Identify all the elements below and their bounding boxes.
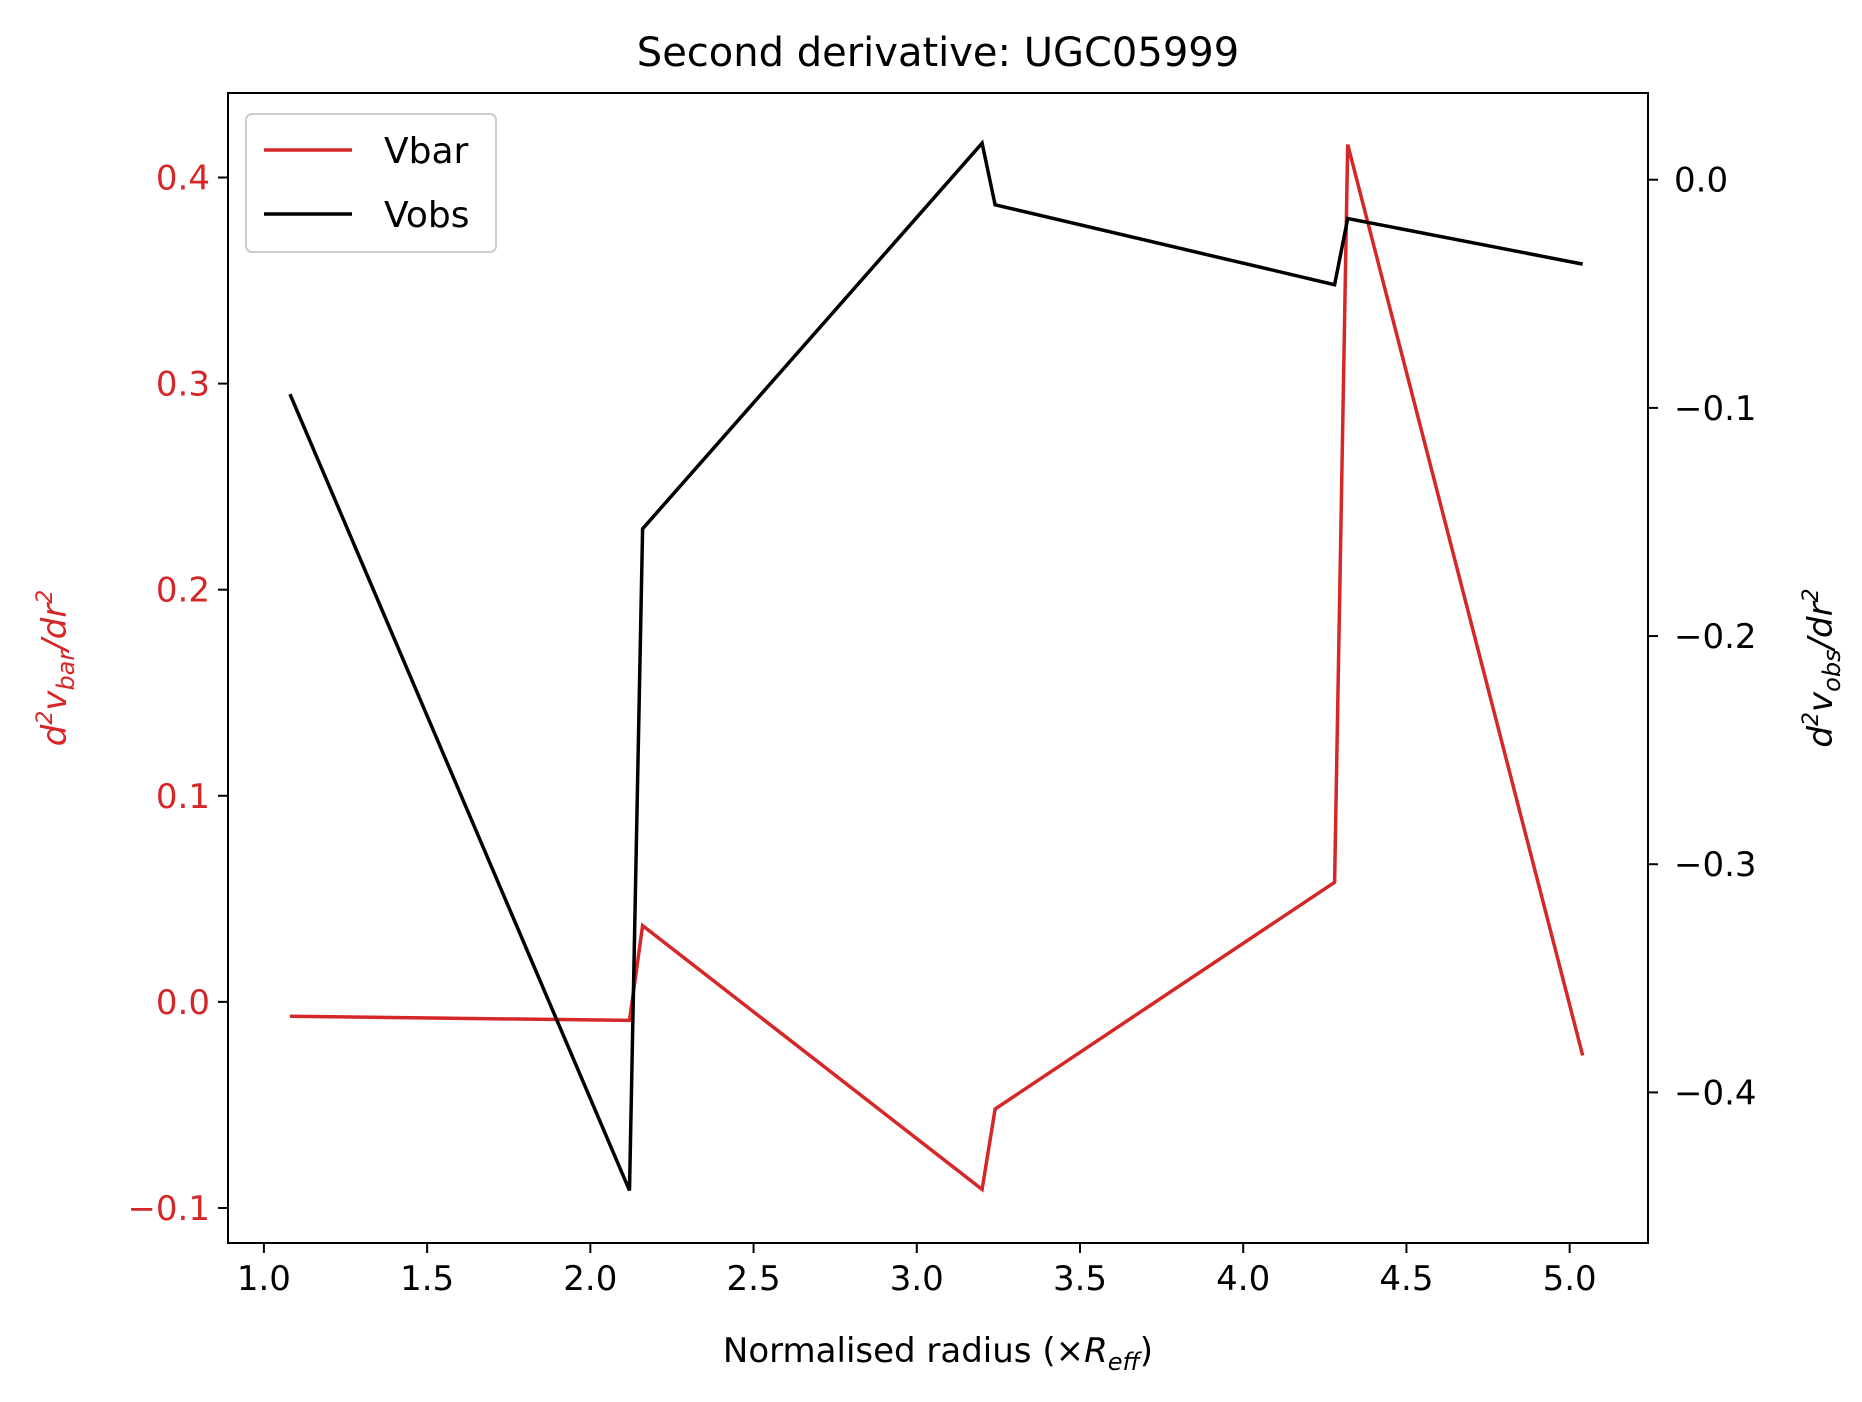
x-tick-label: 2.5	[727, 1259, 781, 1299]
legend-label-vbar: Vbar	[384, 131, 469, 172]
y-axis-left-label: d2vbar/dr2	[33, 590, 80, 747]
y-right-tick-label: −0.3	[1674, 845, 1757, 885]
x-axis-label: Normalised radius (×Reff)	[723, 1331, 1153, 1376]
x-tick-label: 4.5	[1379, 1259, 1433, 1299]
x-tick-label: 3.5	[1053, 1259, 1107, 1299]
series-line-vobs	[288, 139, 1584, 1192]
x-tick-label: 5.0	[1543, 1259, 1597, 1299]
x-tick-label: 4.0	[1216, 1259, 1270, 1299]
y-right-tick-label: −0.4	[1674, 1073, 1757, 1113]
y-right-tick-label: −0.2	[1674, 617, 1757, 657]
chart-title: Second derivative: UGC05999	[637, 30, 1239, 76]
x-tick-label: 1.0	[237, 1259, 291, 1299]
y-right-tick-label: −0.1	[1674, 389, 1757, 429]
series-layer	[288, 139, 1585, 1193]
y-axis-right-label: d2vobs/dr2	[1799, 588, 1846, 747]
legend: Vbar Vobs	[245, 113, 497, 253]
series-line-vbar	[289, 144, 1585, 1193]
y-left-tick-label: 0.1	[156, 777, 210, 817]
y-left-tick-label: 0.4	[156, 158, 210, 198]
x-tick-label: 3.0	[890, 1259, 944, 1299]
legend-label-vobs: Vobs	[384, 195, 469, 236]
x-tick-label: 2.0	[563, 1259, 617, 1299]
axes-layer: 1.0 1.5 2.0 2.5 3.0 3.5 4.0 4.5 5.0 −0.1 0.0 0.1 0.2…	[127, 158, 1756, 1299]
y-left-tick-label: 0.2	[156, 571, 210, 611]
x-tick-label: 1.5	[400, 1259, 454, 1299]
y-left-tick-label: 0.0	[156, 983, 210, 1023]
y-left-tick-label: 0.3	[156, 365, 210, 405]
plot-frame	[227, 92, 1649, 1244]
y-right-tick-label: 0.0	[1674, 161, 1728, 201]
y-left-tick-label: −0.1	[127, 1189, 210, 1229]
